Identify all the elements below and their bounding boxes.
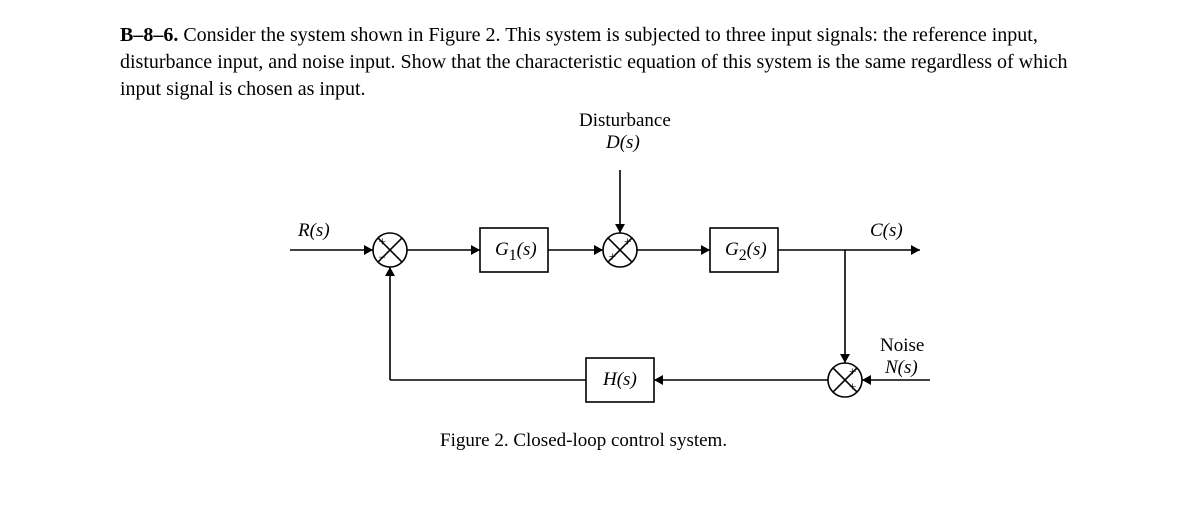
label-G1: G1(s) xyxy=(495,239,537,265)
diagram-svg: +−++++ xyxy=(280,120,960,440)
svg-text:−: − xyxy=(379,249,386,264)
label-noise-sym: N(s) xyxy=(885,357,918,379)
label-disturbance-title: Disturbance xyxy=(579,110,671,132)
problem-body: Consider the system shown in Figure 2. T… xyxy=(120,24,1068,100)
label-C: C(s) xyxy=(870,220,903,242)
svg-text:+: + xyxy=(849,379,856,394)
label-G2: G2(s) xyxy=(725,239,767,265)
svg-text:+: + xyxy=(609,249,616,264)
svg-text:+: + xyxy=(624,233,631,248)
block-diagram: +−++++ R(s) Disturbance D(s) C(s) Noise … xyxy=(280,120,960,440)
label-R: R(s) xyxy=(298,220,330,242)
figure-caption: Figure 2. Closed-loop control system. xyxy=(440,430,727,452)
problem-statement: B–8–6. Consider the system shown in Figu… xyxy=(120,22,1110,103)
problem-number: B–8–6. xyxy=(120,24,178,46)
label-H: H(s) xyxy=(603,369,637,391)
svg-text:+: + xyxy=(379,233,386,248)
label-disturbance-sym: D(s) xyxy=(606,132,640,154)
svg-text:+: + xyxy=(849,363,856,378)
label-noise-title: Noise xyxy=(880,335,924,357)
